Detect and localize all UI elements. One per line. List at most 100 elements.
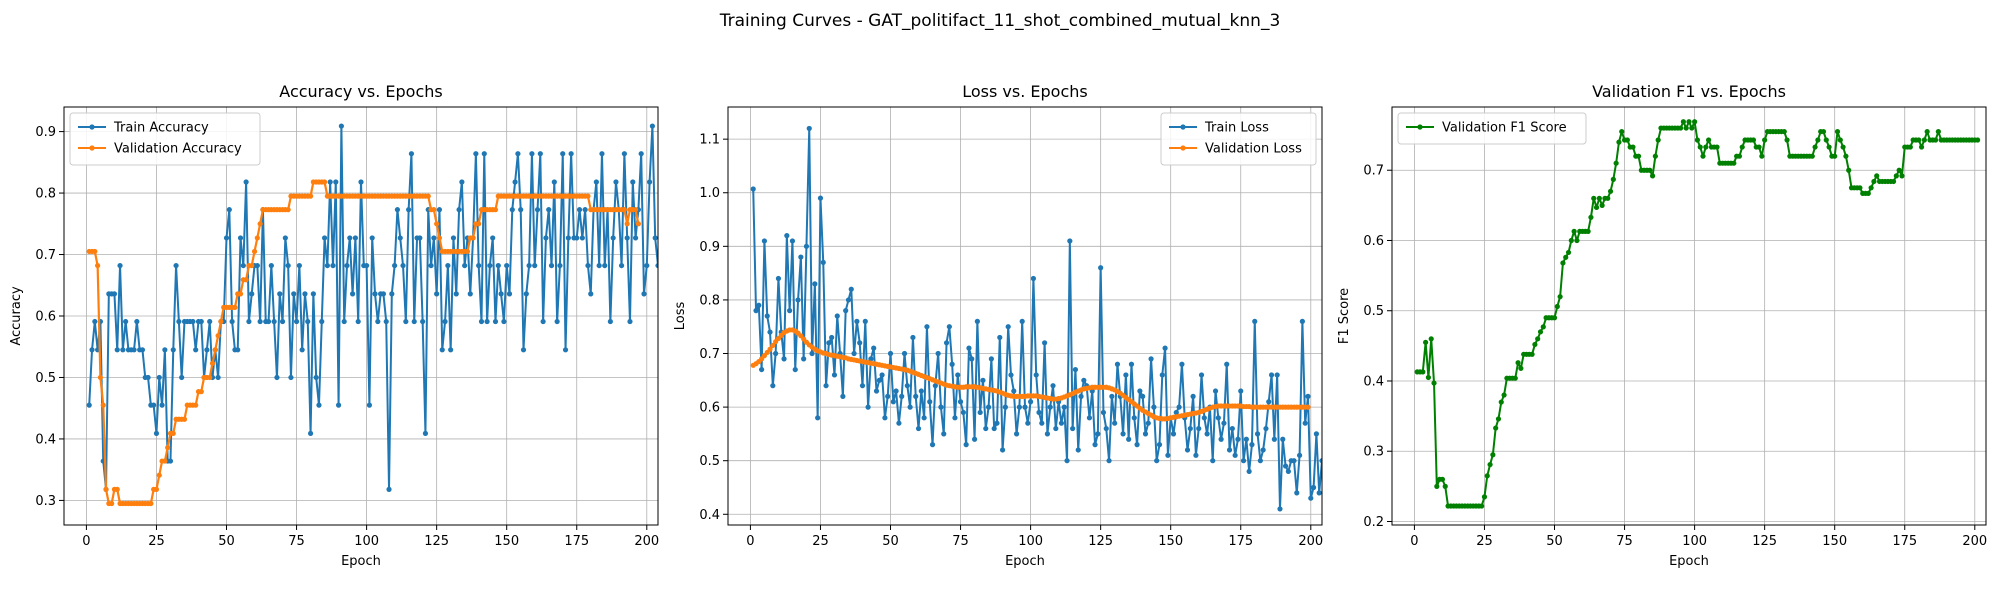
data-point [767,329,773,335]
data-point [1731,160,1737,166]
data-point [1680,119,1686,125]
data-point [871,345,877,351]
data-point [237,291,244,297]
data-point [1871,178,1877,185]
data-point [1313,431,1319,437]
data-point [1266,399,1272,405]
x-tick-label: 175 [564,534,589,549]
data-point [338,123,344,129]
data-point [921,415,927,421]
data-point [1918,144,1925,150]
data-point [882,415,888,421]
data-point [885,393,891,399]
data-point [212,347,218,353]
data-point [501,318,507,325]
data-point [277,291,283,297]
data-point [1305,393,1311,399]
data-point [153,486,160,492]
data-point [1198,372,1205,378]
data-point [1591,195,1597,201]
data-point [1812,144,1818,150]
data-point [840,393,846,399]
data-point [1064,458,1070,464]
data-point [453,291,459,297]
data-point [492,207,499,213]
y-tick-label: 0.5 [699,454,720,469]
data-point [226,207,232,213]
legend-box [1397,112,1587,145]
data-point [386,486,392,492]
data-point [1226,447,1233,453]
data-point [803,243,810,249]
data-point [1126,436,1132,442]
x-tick-label: 25 [148,534,165,549]
data-point [1635,153,1642,159]
data-point [1134,442,1140,448]
data-point [1249,442,1255,448]
data-point [114,486,120,492]
legend-label: Train Accuracy [113,121,209,136]
data-point [467,291,473,297]
data-point [829,334,835,341]
data-point [1319,458,1322,464]
data-point [534,207,541,213]
data-point [621,151,627,157]
data-point [498,291,504,297]
data-point [103,486,109,492]
data-point [787,308,793,314]
data-point [781,356,787,362]
data-point [1128,361,1135,367]
x-tick-label: 125 [1088,534,1113,549]
data-point [932,383,938,389]
data-point [442,318,448,325]
data-point [1605,195,1611,201]
data-point [876,377,882,383]
chart-panel-1: 0 25 50 75 100 125 150 175 200 0.3 0.4 0.5 0.6 0.7 0.8… [9,82,663,569]
data-point [123,318,129,325]
data-point [265,318,272,325]
y-tick-label: 0.9 [35,125,56,140]
data-point [1039,420,1045,426]
data-point [935,350,941,357]
data-point [372,291,378,297]
data-point [422,430,429,437]
data-point [1081,377,1087,383]
data-point [927,399,933,405]
data-point [1935,128,1941,135]
data-point [658,179,663,184]
data-point [95,262,101,269]
y-tick-label: 1.0 [699,186,720,201]
y-tick-label: 0.6 [1363,234,1384,249]
data-point [459,179,465,185]
data-point [551,179,557,185]
data-point [1652,153,1658,159]
data-point [1697,144,1703,150]
data-point [904,383,910,389]
data-point [257,318,263,325]
data-point [1215,415,1221,421]
data-point [215,333,221,339]
data-point [207,374,213,381]
data-point [492,318,499,325]
data-point [1554,303,1560,310]
data-point [1271,436,1277,442]
data-point [750,186,756,192]
data-point [1896,167,1902,173]
series-line [752,127,1322,510]
data-point [495,262,501,269]
data-point [1086,415,1093,421]
data-point [602,262,608,269]
data-point [784,233,790,239]
data-point [1221,420,1227,426]
data-point [364,262,370,269]
data-point [470,235,476,241]
data-point [1736,153,1743,159]
data-point [1252,318,1258,324]
data-point [229,318,235,325]
data-point [1714,144,1720,150]
data-point [562,347,569,353]
data-point [593,179,599,185]
data-point [831,372,838,378]
data-point [1899,173,1905,179]
